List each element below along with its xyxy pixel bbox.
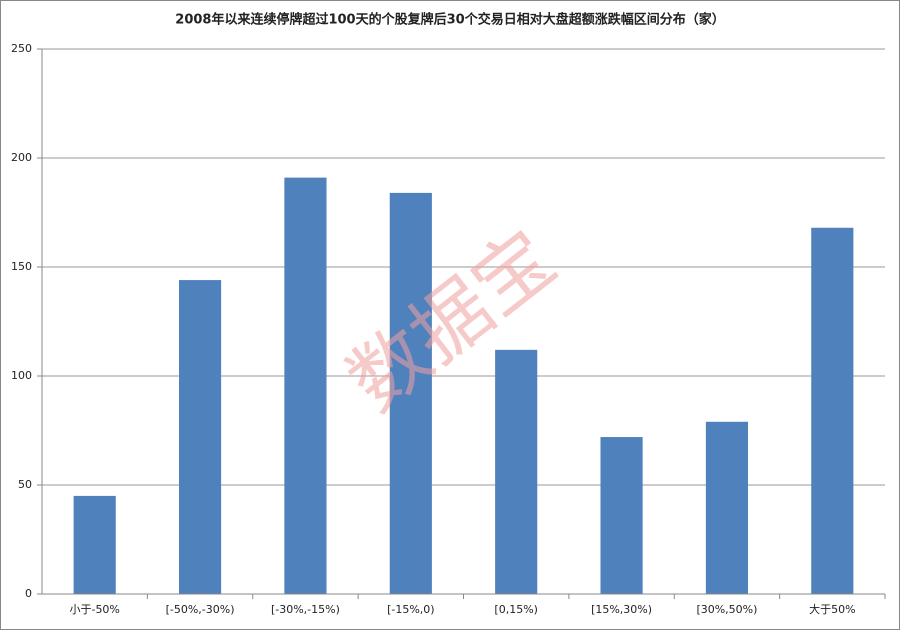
x-tick-label: 小于-50% <box>69 603 119 616</box>
bar <box>600 437 643 594</box>
bar <box>495 349 538 594</box>
y-tick-label: 150 <box>11 260 32 273</box>
y-tick-label: 0 <box>25 587 32 600</box>
x-tick-label: [15%,30%) <box>591 603 652 616</box>
y-tick-label: 200 <box>11 151 32 164</box>
bar <box>73 495 116 594</box>
y-tick-label: 100 <box>11 369 32 382</box>
bar <box>389 192 432 594</box>
x-tick-label: [-50%,-30%) <box>166 603 235 616</box>
x-tick-label: [-15%,0) <box>387 603 435 616</box>
x-tick-label: [-30%,-15%) <box>271 603 340 616</box>
y-tick-label: 50 <box>18 478 32 491</box>
bar <box>284 177 327 594</box>
y-tick-label: 250 <box>11 42 32 55</box>
x-tick-label: 大于50% <box>809 602 855 616</box>
bar <box>178 280 222 594</box>
bar <box>811 227 854 594</box>
x-tick-label: [0,15%) <box>494 603 538 616</box>
chart-title: 2008年以来连续停牌超过100天的个股复牌后30个交易日相对大盘超额涨跌幅区间… <box>175 12 724 28</box>
x-tick-label: [30%,50%) <box>696 603 757 616</box>
bar <box>705 421 749 594</box>
